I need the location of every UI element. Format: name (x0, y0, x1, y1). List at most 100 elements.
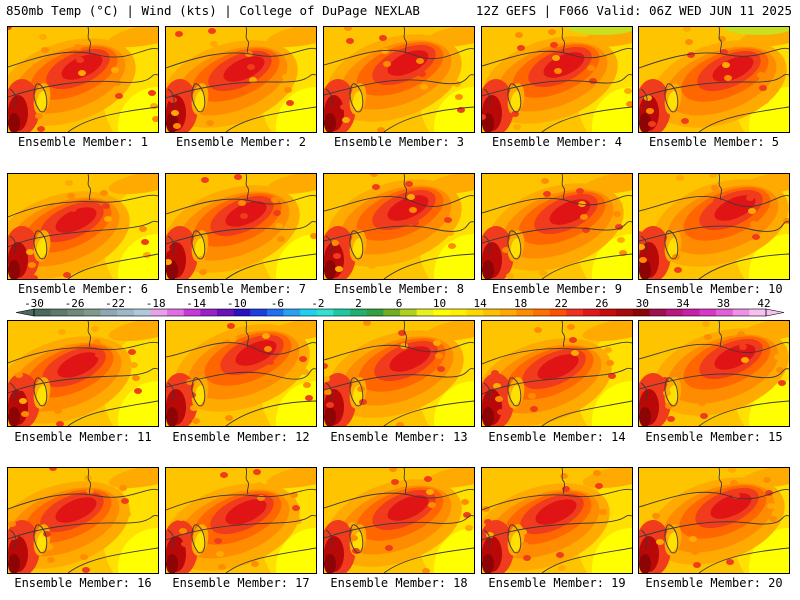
colorbar-tick-label: -26 (65, 297, 85, 310)
colorbar-swatch (549, 309, 567, 316)
temperature-map (482, 27, 632, 132)
member-label: Ensemble Member: 19 (488, 576, 626, 590)
colorbar-swatch (682, 309, 700, 316)
colorbar-swatch (67, 309, 85, 316)
colorbar-tick-label: 14 (473, 297, 487, 310)
colorbar-swatch (449, 309, 468, 316)
colorbar-tick-label: -30 (24, 297, 44, 310)
member-map-12 (165, 320, 317, 427)
member-map-20 (638, 467, 790, 574)
colorbar-swatch (350, 309, 368, 316)
member-label: Ensemble Member: 18 (330, 576, 468, 590)
colorbar-swatch (383, 309, 401, 316)
temperature-map (639, 321, 789, 426)
colorbar-tick-label: -18 (146, 297, 166, 310)
member-label: Ensemble Member: 5 (648, 135, 780, 149)
colorbar-svg: -30 -26 -22 -18 -14 -10 -6 -2 2 6 10 14 18 22 26 30 34 38… (15, 297, 785, 317)
member-map-3 (323, 26, 475, 133)
colorbar-swatch (83, 309, 102, 316)
temperature-map (166, 468, 316, 573)
colorbar-swatch (50, 309, 68, 316)
temperature-map (482, 174, 632, 279)
member-label: Ensemble Member: 2 (175, 135, 307, 149)
member-map-18 (323, 467, 475, 574)
colorbar-swatch (616, 309, 634, 316)
temperature-map (639, 27, 789, 132)
colorbar-swatch (250, 309, 268, 316)
member-label: Ensemble Member: 10 (645, 282, 783, 296)
member-label: Ensemble Member: 14 (488, 430, 626, 444)
member-label: Ensemble Member: 9 (491, 282, 623, 296)
member-label: Ensemble Member: 8 (333, 282, 465, 296)
colorbar-tick-label: 10 (433, 297, 446, 310)
colorbar-swatch (266, 309, 285, 316)
member-label: Ensemble Member: 6 (17, 282, 149, 296)
member-map-6 (7, 173, 159, 280)
temperature-map (324, 468, 474, 573)
colorbar-swatch (599, 309, 617, 316)
member-map-17 (165, 467, 317, 574)
temperature-map (639, 174, 789, 279)
member-map-11 (7, 320, 159, 427)
colorbar-swatch (316, 309, 334, 316)
colorbar-left-arrow (15, 308, 35, 317)
colorbar-tick-label: 22 (555, 297, 568, 310)
colorbar-tick-label: 42 (757, 297, 770, 310)
colorbar-swatch (716, 309, 734, 316)
colorbar-swatch (632, 309, 651, 316)
colorbar-tick-label: -22 (105, 297, 125, 310)
colorbar-tick-label: 38 (717, 297, 730, 310)
member-label: Ensemble Member: 15 (645, 430, 783, 444)
colorbar-swatch (100, 309, 118, 316)
member-label: Ensemble Member: 7 (175, 282, 307, 296)
temperature-map (324, 27, 474, 132)
temperature-map (8, 27, 158, 132)
colorbar-tick-label: 6 (396, 297, 403, 310)
colorbar-tick-label: 26 (595, 297, 608, 310)
member-label: Ensemble Member: 13 (330, 430, 468, 444)
member-label: Ensemble Member: 3 (333, 135, 465, 149)
member-map-1 (7, 26, 159, 133)
colorbar-tick-label: -10 (227, 297, 247, 310)
temperature-map (166, 174, 316, 279)
member-map-2 (165, 26, 317, 133)
member-label: Ensemble Member: 12 (172, 430, 310, 444)
member-map-16 (7, 467, 159, 574)
member-map-14 (481, 320, 633, 427)
colorbar-swatch (117, 309, 135, 316)
colorbar-swatch (533, 309, 551, 316)
member-map-13 (323, 320, 475, 427)
colorbar-swatch (300, 309, 318, 316)
member-map-10 (638, 173, 790, 280)
colorbar-tick-label: -14 (186, 297, 206, 310)
colorbar-swatch (699, 309, 717, 316)
colorbar-tick-label: 34 (676, 297, 690, 310)
colorbar-swatch (217, 309, 235, 316)
colorbar-tick-label: -2 (311, 297, 324, 310)
colorbar-swatch (333, 309, 351, 316)
member-label: Ensemble Member: 4 (491, 135, 623, 149)
temperature-map (639, 468, 789, 573)
colorbar-tick-label: -6 (271, 297, 284, 310)
member-map-15 (638, 320, 790, 427)
colorbar-swatch (150, 309, 168, 316)
member-map-19 (481, 467, 633, 574)
member-label: Ensemble Member: 20 (645, 576, 783, 590)
colorbar-right-arrow (765, 308, 785, 317)
temperature-map (324, 321, 474, 426)
colorbar-swatch (400, 309, 418, 316)
temperature-map (166, 321, 316, 426)
colorbar-swatch (167, 309, 185, 316)
colorbar-swatch (433, 309, 451, 316)
colorbar-tick-label: 18 (514, 297, 527, 310)
header: 850mb Temp (°C) | Wind (kts) | College o… (0, 0, 800, 22)
colorbar-swatch (466, 309, 484, 316)
member-map-9 (481, 173, 633, 280)
temperature-map (324, 174, 474, 279)
member-map-7 (165, 173, 317, 280)
member-map-5 (638, 26, 790, 133)
colorbar-swatch (416, 309, 434, 316)
colorbar-swatch (34, 309, 52, 316)
temperature-map (8, 468, 158, 573)
colorbar-swatch (732, 309, 750, 316)
